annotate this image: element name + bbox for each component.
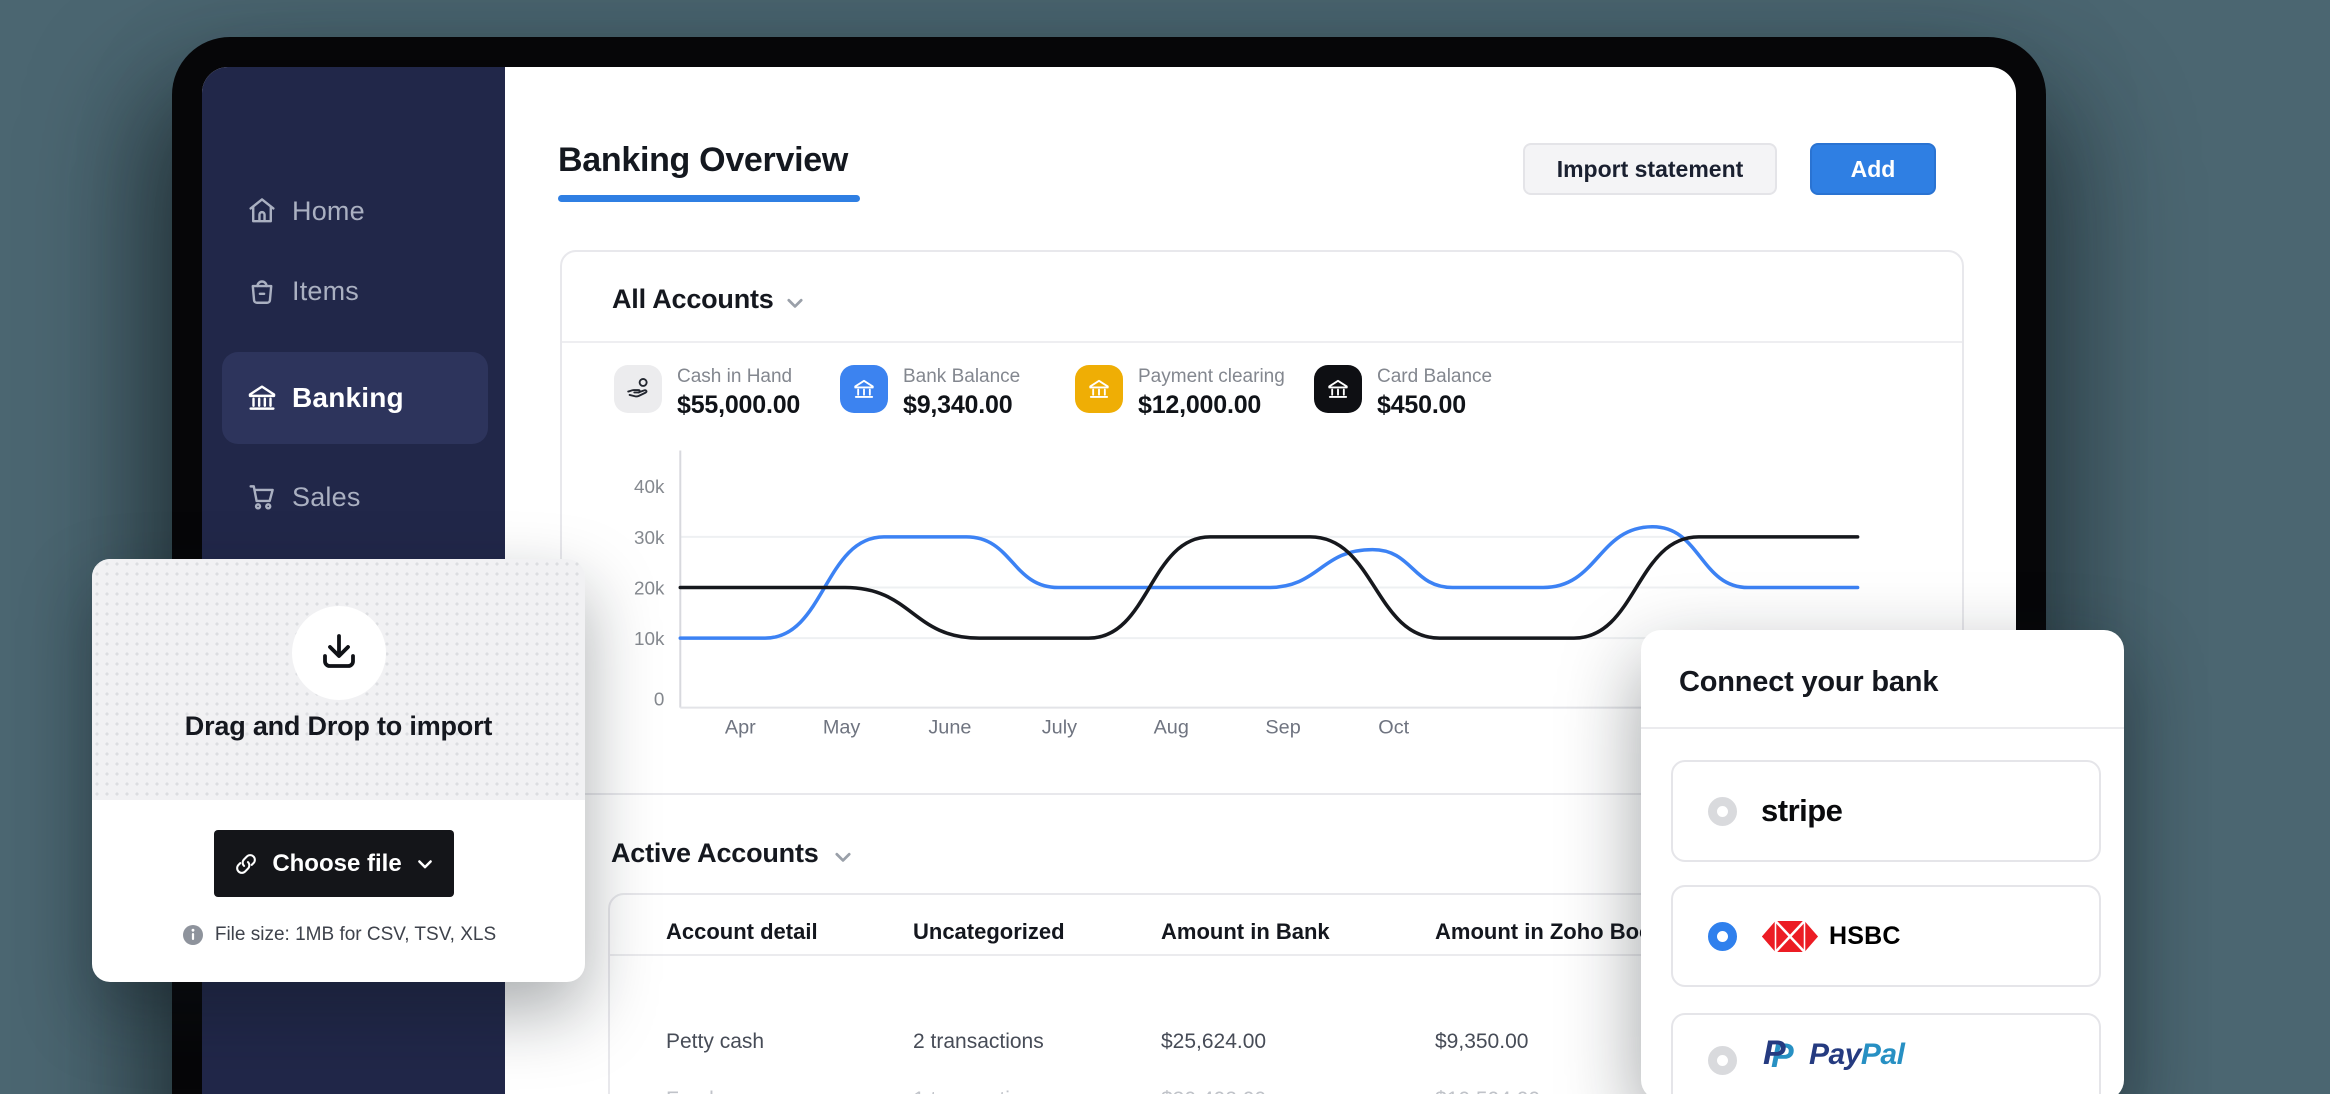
stat-label: Payment clearing — [1138, 366, 1285, 387]
svg-text:0: 0 — [654, 689, 665, 710]
radio-unselected[interactable] — [1708, 796, 1737, 826]
stat-label: Cash in Hand — [677, 366, 793, 387]
cell-amount-bank: $25,624.00 — [1161, 1030, 1267, 1053]
cell-uncategorized: 2 transactions — [913, 1030, 1044, 1053]
cell-account: Petty cash — [666, 1030, 765, 1053]
cell-amount-books: $9,350.00 — [1435, 1030, 1529, 1053]
download-icon — [292, 606, 386, 700]
table-row[interactable]: Funds 1 transaction $30,402.00 $10,504.0… — [610, 1088, 1962, 1094]
column-header: Amount in Zoho Books — [1435, 919, 1677, 944]
sidebar-item-label: Banking — [292, 382, 404, 413]
stat-value: $12,000.00 — [1138, 391, 1262, 419]
link-icon — [233, 851, 259, 877]
bank-icon — [1314, 365, 1362, 413]
sidebar-item-label: Items — [292, 275, 360, 306]
chevron-down-icon — [415, 854, 435, 874]
bank-icon — [245, 381, 279, 415]
table-row[interactable]: Petty cash 2 transactions $25,624.00 $9,… — [610, 1030, 1962, 1086]
svg-text:June: June — [928, 716, 971, 738]
active-accounts-dropdown-label[interactable]: Active Accounts — [611, 838, 819, 868]
file-size-info: File size: 1MB for CSV, TSV, XLS — [92, 923, 585, 947]
add-button[interactable]: Add — [1810, 143, 1936, 195]
app-window: Home Items Banki — [202, 67, 2016, 1094]
column-header: Amount in Bank — [1161, 919, 1330, 944]
svg-text:40k: 40k — [634, 476, 665, 497]
bag-icon — [245, 274, 279, 308]
stat-value: $55,000.00 — [677, 391, 801, 419]
file-size-text: File size: 1MB for CSV, TSV, XLS — [214, 924, 497, 945]
sidebar-active-highlight — [222, 352, 488, 444]
radio-selected[interactable] — [1708, 921, 1737, 951]
svg-text:20k: 20k — [634, 577, 665, 598]
import-card: Drag and Drop to import Choose file File… — [92, 559, 585, 982]
stat-value: $450.00 — [1377, 391, 1466, 419]
bank-option-stripe[interactable]: stripe — [1671, 760, 2101, 862]
stat-label: Bank Balance — [903, 366, 1021, 387]
page-title: Banking Overview — [558, 141, 848, 179]
paypal-wordmark: PayPal — [1809, 1038, 1905, 1071]
tablet-frame: Home Items Banki — [172, 37, 2046, 1094]
radio-unselected[interactable] — [1708, 1046, 1737, 1075]
import-statement-button[interactable]: Import statement — [1523, 143, 1777, 195]
svg-text:Sep: Sep — [1265, 716, 1300, 738]
svg-text:10k: 10k — [634, 628, 665, 649]
hsbc-wordmark: HSBC — [1829, 921, 1901, 950]
svg-text:30k: 30k — [634, 527, 665, 548]
svg-text:July: July — [1042, 716, 1077, 738]
cell-account: Funds — [666, 1088, 724, 1094]
drag-drop-zone[interactable]: Drag and Drop to import — [92, 559, 585, 800]
info-icon — [181, 923, 205, 947]
connect-divider — [1641, 727, 2124, 729]
chevron-down-icon[interactable] — [784, 292, 806, 314]
svg-text:Apr: Apr — [725, 716, 756, 738]
column-header: Account detail — [666, 919, 818, 944]
sidebar-item-banking[interactable]: Banking — [202, 370, 505, 426]
sidebar-item-home[interactable]: Home — [202, 183, 505, 239]
connect-bank-title: Connect your bank — [1679, 666, 1939, 698]
column-header: Uncategorized — [913, 919, 1065, 944]
sidebar-item-sales[interactable]: Sales — [202, 469, 505, 525]
svg-text:P: P — [1771, 1037, 1794, 1075]
import-card-title: Drag and Drop to import — [184, 711, 493, 741]
table-header-divider — [610, 954, 1962, 956]
stat-label: Card Balance — [1377, 366, 1493, 387]
cell-uncategorized: 1 transaction — [913, 1088, 1033, 1094]
stripe-wordmark: stripe — [1761, 793, 1843, 828]
stat-value: $9,340.00 — [903, 391, 1013, 419]
svg-text:Aug: Aug — [1154, 716, 1189, 738]
home-icon — [245, 194, 279, 228]
title-underline — [558, 195, 860, 202]
cell-amount-bank: $30,402.00 — [1161, 1088, 1266, 1094]
accounts-chart: 0 10k 20k 30k 40k Apr May June July Aug Sep Oct — [634, 450, 1860, 738]
svg-text:P: P — [1763, 1034, 1786, 1072]
panel-divider — [562, 341, 1962, 343]
svg-text:May: May — [823, 716, 861, 738]
hsbc-logo: HSBC — [1761, 919, 1901, 953]
hsbc-mark — [1761, 919, 1819, 953]
stripe-logo: stripe — [1761, 793, 1843, 829]
bank-option-hsbc[interactable]: HSBC — [1671, 885, 2101, 987]
connect-bank-card: Connect your bank stripe HSBC — [1641, 630, 2124, 1094]
svg-text:Oct: Oct — [1378, 716, 1409, 738]
sidebar-item-label: Sales — [292, 481, 361, 512]
choose-file-button[interactable]: Choose file — [214, 830, 454, 897]
cell-amount-books: $10,504.00 — [1435, 1088, 1540, 1094]
chevron-down-icon[interactable] — [832, 846, 854, 868]
cart-icon — [245, 480, 279, 514]
bank-option-paypal[interactable]: P P PayPal — [1671, 1013, 2101, 1094]
bank-icon — [840, 365, 888, 413]
all-accounts-dropdown-label[interactable]: All Accounts — [612, 284, 774, 314]
paypal-logo: P P PayPal — [1761, 1033, 1905, 1077]
paypal-mark: P P — [1763, 1034, 1794, 1075]
sidebar-item-items[interactable]: Items — [202, 263, 505, 319]
cash-in-hand-icon — [614, 365, 662, 413]
bank-icon — [1075, 365, 1123, 413]
choose-file-label: Choose file — [272, 849, 402, 877]
sidebar-item-label: Home — [292, 195, 365, 226]
